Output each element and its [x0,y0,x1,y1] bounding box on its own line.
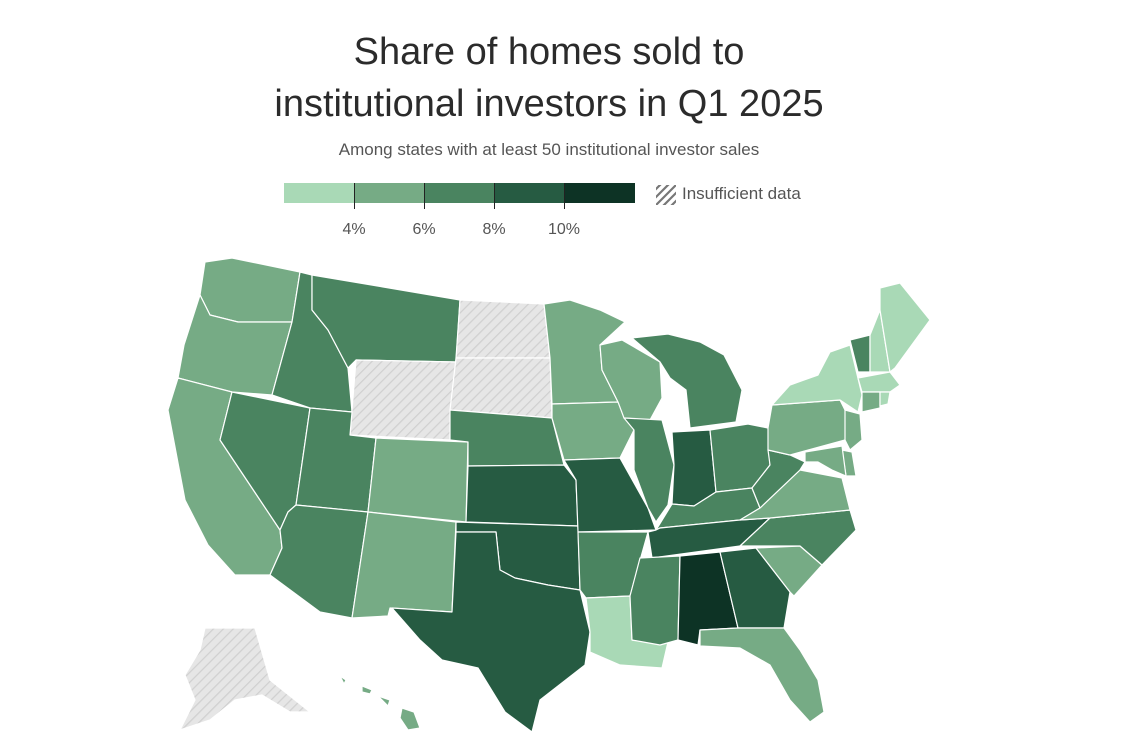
state-mi[interactable] [631,333,743,429]
legend-tick-6 [424,183,425,209]
legend-label-6: 6% [412,221,436,238]
state-ms[interactable] [629,555,681,646]
state-sd[interactable] [449,357,553,419]
state-md[interactable] [804,445,847,477]
state-co[interactable] [367,437,469,523]
legend-label-8: 8% [482,221,506,238]
state-il[interactable] [623,417,675,523]
insufficient-data-swatch [656,185,676,205]
legend-tick-10 [564,183,565,209]
chart-title: Share of homes sold to institutional inv… [0,26,1098,130]
state-nj[interactable] [844,409,863,451]
chart-subtitle: Among states with at least 50 institutio… [338,140,760,159]
state-ga[interactable] [719,547,791,629]
legend-label-10: 10% [547,221,581,238]
state-hi[interactable] [339,675,421,731]
legend-label-4: 4% [342,221,366,238]
state-ma[interactable] [857,371,901,393]
state-ny[interactable] [771,344,863,413]
legend-tick-8 [494,183,495,209]
state-nm[interactable] [351,511,457,619]
state-in[interactable] [671,429,717,507]
state-tx[interactable] [391,531,591,733]
title-line-1: Share of homes sold to [353,31,745,73]
legend-tick-4 [354,183,355,209]
state-wy[interactable] [349,359,457,441]
legend-bin-1 [284,183,354,203]
state-ks[interactable] [465,464,579,527]
state-az[interactable] [269,504,369,619]
title-line-2: institutional investors in Q1 2025 [274,83,824,125]
state-wa[interactable] [199,257,301,323]
state-ri[interactable] [879,391,891,407]
insufficient-data-label: Insufficient data [682,184,801,203]
state-nd[interactable] [455,299,551,359]
legend-bin-4 [494,183,564,203]
state-me[interactable] [879,282,931,373]
state-fl[interactable] [699,627,825,723]
legend-bin-3 [424,183,494,203]
legend-bin-5 [564,183,635,203]
state-ak[interactable] [179,627,311,731]
state-wv[interactable] [751,449,806,509]
state-ct[interactable] [861,391,881,413]
color-legend: 4% 6% 8% 10% Insufficient data [284,183,844,243]
legend-bin-2 [354,183,424,203]
